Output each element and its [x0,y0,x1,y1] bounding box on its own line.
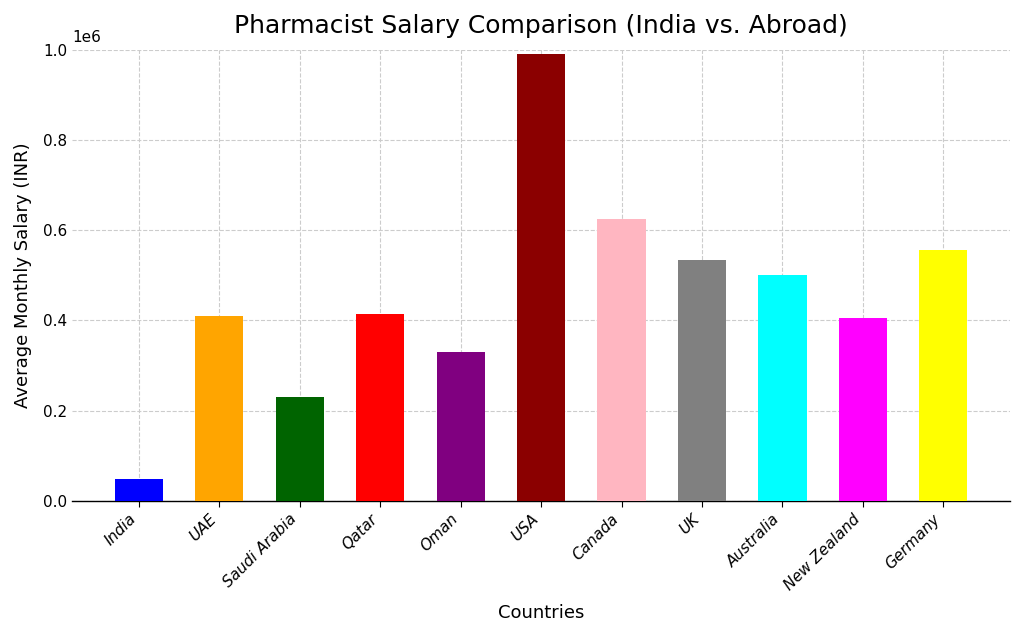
Y-axis label: Average Monthly Salary (INR): Average Monthly Salary (INR) [14,142,32,408]
Bar [839,318,887,501]
Bar [597,219,646,501]
Bar [356,314,404,501]
Bar [275,398,324,501]
Bar [678,259,726,501]
Bar [920,251,968,501]
Bar [115,478,163,501]
Title: Pharmacist Salary Comparison (India vs. Abroad): Pharmacist Salary Comparison (India vs. … [234,14,848,38]
Text: 1e6: 1e6 [72,30,101,45]
Bar [759,275,807,501]
X-axis label: Countries: Countries [498,604,585,622]
Bar [196,316,244,501]
Bar [517,54,565,501]
Bar [436,352,484,501]
